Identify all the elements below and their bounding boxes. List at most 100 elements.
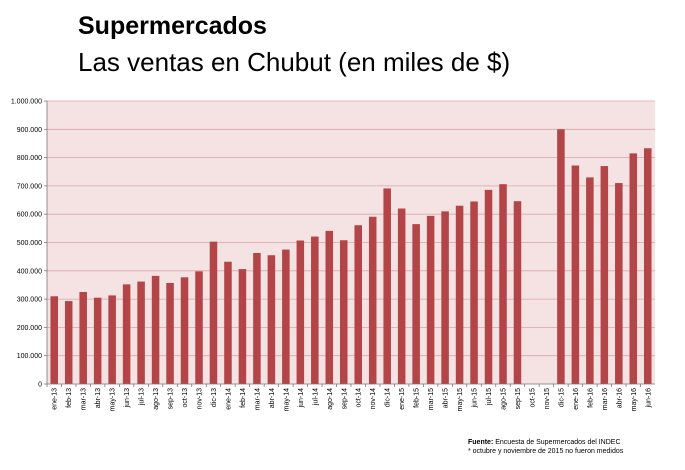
- bar-jul-15: [484, 189, 493, 384]
- x-tick-label: abr-14: [269, 388, 276, 408]
- bar-ene-14: [224, 261, 232, 384]
- bar-ago-14: [325, 230, 334, 384]
- y-tick-label: 300.000: [17, 297, 42, 304]
- x-tick-label: dic-13: [211, 388, 218, 407]
- bar-jul-13: [137, 281, 145, 384]
- chart-title: Supermercados: [78, 12, 267, 40]
- x-tick-label: jun-13: [124, 388, 131, 409]
- bar-feb-14: [238, 269, 247, 384]
- bar-jun-14: [296, 240, 305, 384]
- x-tick-label: dic-14: [385, 388, 392, 407]
- bar-jun-15: [470, 201, 478, 384]
- y-tick-label: 100.000: [17, 353, 42, 360]
- x-tick-label: ene-16: [573, 388, 580, 410]
- x-tick-label: abr-16: [616, 388, 623, 408]
- bar-abr-13: [93, 297, 102, 384]
- y-tick-label: 900.000: [17, 127, 42, 134]
- x-tick-label: abr-13: [95, 388, 102, 408]
- bar-jun-16: [644, 148, 652, 384]
- footnote: * octubre y noviembre de 2015 no fueron …: [468, 448, 624, 455]
- bar-jul-14: [311, 236, 319, 384]
- source-line: Fuente: Encuesta de Supermercados del IN…: [468, 438, 623, 447]
- bar-mar-15: [426, 215, 435, 384]
- bar-sep-14: [340, 240, 348, 384]
- x-tick-label: ene-13: [52, 388, 59, 410]
- x-tick-label: nov-13: [197, 388, 204, 410]
- y-tick-label: 0: [38, 382, 42, 389]
- bar-may-15: [455, 205, 464, 384]
- bar-may-16: [629, 153, 638, 384]
- x-tick-label: mar-16: [602, 388, 609, 410]
- bar-oct-13: [180, 277, 189, 384]
- bar-ene-15: [397, 208, 406, 384]
- x-tick-label: mar-13: [81, 388, 88, 410]
- bar-ago-13: [151, 275, 160, 384]
- x-tick-label: may-13: [110, 388, 117, 411]
- bar-jun-13: [122, 284, 131, 384]
- x-tick-label: oct-13: [182, 388, 189, 408]
- chart-subtitle: Las ventas en Chubut (en miles de $): [78, 47, 511, 77]
- x-tick-label: jun-15: [472, 388, 479, 409]
- bar-dic-15: [557, 129, 565, 384]
- x-tick-label: sep-15: [515, 388, 522, 410]
- x-tick-label: jul-13: [139, 388, 146, 406]
- x-tick-label: may-14: [283, 388, 290, 411]
- x-tick-label: abr-15: [443, 388, 450, 408]
- y-tick-label: 1.000.000: [11, 99, 42, 106]
- x-tick-label: nov-14: [370, 388, 377, 410]
- x-tick-label: may-15: [457, 388, 464, 411]
- y-tick-label: 500.000: [17, 240, 42, 247]
- x-tick-label: mar-14: [254, 388, 261, 410]
- gridlines: [47, 100, 655, 357]
- x-tick-label: dic-15: [558, 388, 565, 407]
- bar-abr-16: [615, 183, 623, 384]
- x-tick-label: ago-14: [327, 388, 334, 410]
- x-tick-label: ene-14: [225, 388, 232, 410]
- x-tick-label: jun-16: [645, 388, 652, 409]
- x-axis-ticks: ene-13 feb-13 mar-13 abr-13 may-13 jun-13 jul-…: [46, 384, 652, 411]
- bar-mar-13: [79, 292, 87, 384]
- x-tick-label: feb-15: [414, 388, 421, 408]
- x-tick-label: mar-15: [428, 388, 435, 410]
- bar-dic-13: [209, 241, 218, 384]
- bar-mar-16: [600, 166, 609, 384]
- source-label: Fuente:: [468, 439, 494, 446]
- x-tick-label: ago-13: [153, 388, 160, 410]
- bar-feb-15: [412, 224, 420, 384]
- bar-sep-13: [166, 282, 174, 384]
- y-axis-ticks: 0 100.000 200.000 300.000 400.000 500.000 600.…: [11, 99, 47, 389]
- bar-abr-14: [267, 255, 276, 384]
- x-tick-label: oct-15: [529, 388, 536, 408]
- x-tick-label: oct-14: [356, 388, 363, 408]
- bar-mar-14: [253, 252, 261, 384]
- x-tick-label: ene-15: [399, 388, 406, 410]
- bar-may-13: [108, 295, 116, 384]
- x-tick-label: jul-15: [486, 388, 493, 406]
- bar-may-14: [282, 249, 290, 384]
- bar-feb-13: [64, 301, 73, 384]
- x-tick-label: sep-13: [168, 388, 175, 410]
- bar-sep-15: [513, 201, 522, 384]
- chart-footer: Fuente: Encuesta de Supermercados del IN…: [468, 438, 623, 456]
- x-tick-label: sep-14: [341, 388, 348, 410]
- x-tick-label: jul-14: [312, 388, 319, 406]
- bar-nov-14: [368, 216, 377, 384]
- y-tick-label: 200.000: [17, 325, 42, 332]
- bars: [50, 129, 652, 384]
- x-tick-label: feb-14: [240, 388, 247, 408]
- x-tick-label: may-16: [631, 388, 638, 411]
- y-tick-label: 800.000: [17, 155, 42, 162]
- x-tick-label: nov-15: [544, 388, 551, 410]
- bar-dic-14: [383, 188, 391, 384]
- x-tick-label: feb-13: [66, 388, 73, 408]
- bar-ene-16: [571, 165, 580, 384]
- bar-ene-13: [50, 296, 58, 384]
- y-tick-label: 700.000: [17, 183, 42, 190]
- bar-nov-13: [195, 271, 203, 384]
- x-tick-label: feb-16: [587, 388, 594, 408]
- bar-oct-14: [354, 225, 362, 384]
- x-tick-label: ago-15: [501, 388, 508, 410]
- x-tick-label: jun-14: [298, 388, 305, 409]
- bar-feb-16: [586, 177, 594, 384]
